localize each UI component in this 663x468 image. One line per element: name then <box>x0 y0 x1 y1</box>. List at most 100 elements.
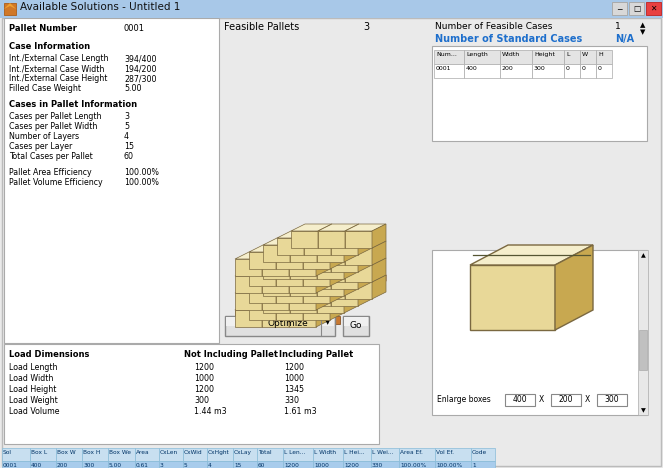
Bar <box>580 64 596 78</box>
Text: Load Volume: Load Volume <box>9 407 60 416</box>
Polygon shape <box>318 282 345 299</box>
Polygon shape <box>317 238 358 245</box>
Polygon shape <box>276 296 290 320</box>
Text: 400: 400 <box>466 66 478 71</box>
Polygon shape <box>290 262 317 279</box>
Text: ▼: ▼ <box>640 408 645 413</box>
Polygon shape <box>262 303 303 310</box>
Bar <box>108 448 135 461</box>
Polygon shape <box>4 3 16 9</box>
Polygon shape <box>318 275 332 299</box>
Text: CxHght: CxHght <box>208 450 230 455</box>
Text: 60: 60 <box>258 463 265 468</box>
Polygon shape <box>303 269 330 286</box>
Polygon shape <box>318 241 359 248</box>
Text: 0: 0 <box>582 66 586 71</box>
Bar <box>207 448 233 461</box>
Polygon shape <box>263 289 304 296</box>
Text: 200: 200 <box>559 395 573 403</box>
Text: 1000: 1000 <box>314 463 329 468</box>
Bar <box>159 461 183 468</box>
Text: ▲: ▲ <box>640 253 645 258</box>
Text: 300: 300 <box>605 395 619 403</box>
Polygon shape <box>318 241 332 265</box>
Bar <box>82 461 108 468</box>
Polygon shape <box>317 255 331 279</box>
Polygon shape <box>304 238 331 255</box>
Polygon shape <box>249 286 276 303</box>
Polygon shape <box>290 238 304 262</box>
Bar <box>505 394 535 406</box>
Polygon shape <box>316 275 386 316</box>
Polygon shape <box>290 255 331 262</box>
Text: 60: 60 <box>124 152 134 161</box>
Polygon shape <box>290 272 331 279</box>
Text: L Wei...: L Wei... <box>372 450 394 455</box>
Text: ▲: ▲ <box>640 22 645 28</box>
Bar <box>432 250 647 415</box>
Text: Cases in Pallet Information: Cases in Pallet Information <box>9 100 137 109</box>
Polygon shape <box>237 316 260 324</box>
Text: 200: 200 <box>502 66 514 71</box>
Polygon shape <box>276 245 317 252</box>
Text: 0001: 0001 <box>436 66 452 71</box>
Polygon shape <box>276 296 317 303</box>
Text: 330: 330 <box>284 396 299 405</box>
Polygon shape <box>345 282 372 299</box>
Polygon shape <box>318 258 332 282</box>
Polygon shape <box>304 265 318 289</box>
Polygon shape <box>291 265 318 282</box>
Polygon shape <box>345 241 386 248</box>
Text: 1200: 1200 <box>344 463 359 468</box>
Text: 1200: 1200 <box>284 363 304 372</box>
Bar <box>56 461 82 468</box>
Polygon shape <box>304 231 318 255</box>
Polygon shape <box>358 265 372 289</box>
Text: ▼: ▼ <box>325 319 330 325</box>
Text: Box We: Box We <box>109 450 131 455</box>
Text: X: X <box>539 395 544 403</box>
Polygon shape <box>262 259 289 276</box>
Text: 3: 3 <box>124 112 129 121</box>
Polygon shape <box>345 275 386 282</box>
Polygon shape <box>291 258 332 265</box>
Polygon shape <box>235 310 316 316</box>
Polygon shape <box>289 269 303 293</box>
Polygon shape <box>262 286 276 310</box>
Polygon shape <box>303 279 344 286</box>
Text: 100.00%: 100.00% <box>436 463 462 468</box>
Bar <box>564 50 580 64</box>
Text: L Hei...: L Hei... <box>344 450 365 455</box>
Bar <box>532 50 564 64</box>
Polygon shape <box>317 272 358 279</box>
Polygon shape <box>235 269 276 276</box>
Bar <box>344 317 368 326</box>
Bar <box>399 448 435 461</box>
Bar <box>371 461 399 468</box>
Polygon shape <box>235 310 262 327</box>
Polygon shape <box>289 286 330 293</box>
Polygon shape <box>291 275 332 282</box>
Bar <box>257 461 283 468</box>
Polygon shape <box>249 252 276 269</box>
Bar <box>500 50 532 64</box>
Text: Cases per Pallet Width: Cases per Pallet Width <box>9 122 97 131</box>
Polygon shape <box>303 245 344 252</box>
Polygon shape <box>235 276 262 293</box>
Text: Case Information: Case Information <box>9 42 90 51</box>
Text: 15: 15 <box>124 142 134 151</box>
Bar <box>108 461 135 468</box>
Polygon shape <box>318 231 345 248</box>
Text: 100.00%: 100.00% <box>124 168 159 177</box>
Polygon shape <box>317 245 344 262</box>
Polygon shape <box>249 269 276 286</box>
Bar <box>464 50 500 64</box>
Polygon shape <box>344 289 358 313</box>
Polygon shape <box>262 252 276 276</box>
Polygon shape <box>249 279 290 286</box>
Text: Available Solutions - Untitled 1: Available Solutions - Untitled 1 <box>20 2 180 12</box>
Text: 0001: 0001 <box>124 24 145 33</box>
Polygon shape <box>331 231 372 238</box>
Polygon shape <box>317 255 358 262</box>
Polygon shape <box>331 282 372 289</box>
